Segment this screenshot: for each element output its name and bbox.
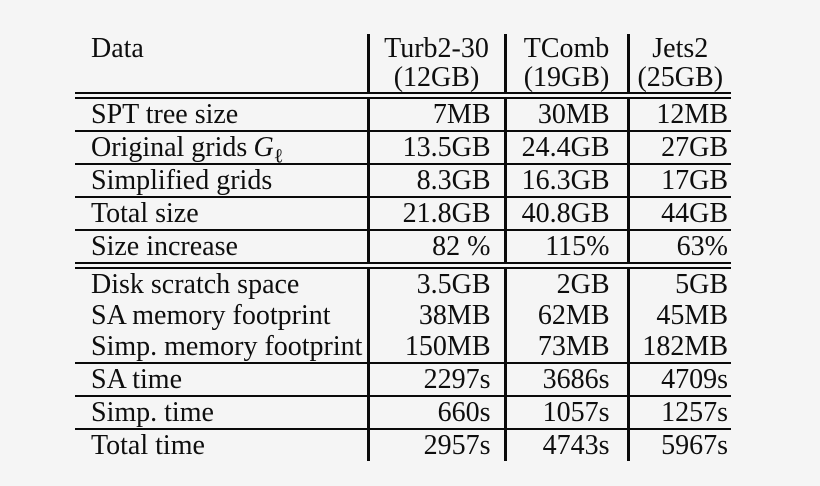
value-cell: 150MB <box>368 331 507 364</box>
value-cell: 1057s <box>505 396 630 430</box>
table-row-total-size: Total size 21.8GB 40.8GB 44GB <box>75 197 731 231</box>
header-col-jets2: Jets2 (25GB) <box>628 33 731 99</box>
value-cell: 40.8GB <box>505 197 630 231</box>
header-row: Data Turb2-30 (12GB) TComb (19GB) Jets2 … <box>75 33 731 99</box>
value-cell: 12MB <box>628 95 731 132</box>
value-cell: 24.4GB <box>505 131 630 165</box>
value-cell: 2957s <box>368 429 507 461</box>
header-col-turb2-30: Turb2-30 (12GB) <box>368 33 507 99</box>
table-row-total-time: Total time 2957s 4743s 5967s <box>75 429 731 461</box>
value-cell: 5967s <box>661 430 728 461</box>
value-cell: 4709s <box>628 363 731 397</box>
value-cell: 13.5GB <box>368 131 507 165</box>
value-cell: 660s <box>368 396 507 430</box>
value-cell: 182MB <box>628 331 731 364</box>
value-cell: 1257s <box>628 396 731 430</box>
value-cell: 16.3GB <box>505 164 630 198</box>
value-cell: 5GB <box>675 269 728 300</box>
math-subscript: ℓ <box>273 145 284 168</box>
value-cell: 8.3GB <box>368 164 507 198</box>
row-label: Original grids Gℓ <box>75 131 370 167</box>
row-label: Disk scratch space <box>75 265 370 300</box>
dataset-size: (12GB) <box>393 62 480 93</box>
table-row-simp-time: Simp. time 660s 1057s 1257s <box>75 396 731 430</box>
header-col-tcomb: TComb (19GB) <box>505 33 630 99</box>
value-cell: 2297s <box>368 363 507 397</box>
row-label: SA memory footprint <box>75 300 370 331</box>
table-row-spt-tree-size: SPT tree size 7MB 30MB 12MB <box>75 95 731 132</box>
table-row-original-grids: Original grids Gℓ 13.5GB 24.4GB 27GB <box>75 131 731 167</box>
value-cell: 44GB <box>628 197 731 231</box>
dataset-size: (25GB) <box>637 62 724 93</box>
row-label: Simp. memory footprint <box>75 331 370 364</box>
table-row-simplified-grids: Simplified grids 8.3GB 16.3GB 17GB <box>75 164 731 198</box>
value-cell: 62MB <box>505 300 630 331</box>
value-cell: 7MB <box>368 95 507 132</box>
value-cell: 17GB <box>628 164 731 198</box>
table-row-size-increase: Size increase 82 % 115% 63% <box>75 230 731 269</box>
row-label-text: Original grids <box>91 132 248 163</box>
benchmark-table: Data Turb2-30 (12GB) TComb (19GB) Jets2 … <box>75 34 731 461</box>
value-cell: 63% <box>628 230 731 269</box>
value-cell: 4743s <box>505 429 630 461</box>
row-label: SA time <box>75 363 370 397</box>
value-cell: 2GB <box>505 265 630 300</box>
dataset-name: Turb2-30 <box>384 33 489 64</box>
value-cell: 3686s <box>505 363 630 397</box>
table-row-disk-scratch-space: Disk scratch space 3.5GB 2GB 5GB <box>75 265 731 300</box>
value-cell: 115% <box>505 230 630 269</box>
value-cell: 21.8GB <box>368 197 507 231</box>
math-variable: G <box>253 132 274 163</box>
row-label: Total time <box>75 429 370 461</box>
value-cell: 27GB <box>628 131 731 165</box>
table-row-sa-memory-footprint: SA memory footprint 38MB 62MB 45MB <box>75 300 731 331</box>
value-cell: 3.5GB <box>368 265 507 300</box>
row-label: SPT tree size <box>75 95 370 132</box>
value-cell: 45MB <box>656 300 728 331</box>
row-label: Simplified grids <box>75 164 370 198</box>
value-cell: 30MB <box>505 95 630 132</box>
value-cell: 73MB <box>505 331 630 364</box>
row-label: Simp. time <box>75 396 370 430</box>
table-row-simp-memory-footprint: Simp. memory footprint 150MB 73MB 182MB <box>75 331 731 364</box>
value-cell: 82 % <box>368 230 507 269</box>
row-label: Size increase <box>75 230 370 269</box>
dataset-size: (19GB) <box>523 62 610 93</box>
table-row-sa-time: SA time 2297s 3686s 4709s <box>75 363 731 397</box>
header-data-column: Data <box>75 34 370 99</box>
dataset-name: Jets2 <box>652 33 709 64</box>
dataset-name: TComb <box>523 33 610 64</box>
row-label: Total size <box>75 197 370 231</box>
value-cell: 38MB <box>368 300 507 331</box>
